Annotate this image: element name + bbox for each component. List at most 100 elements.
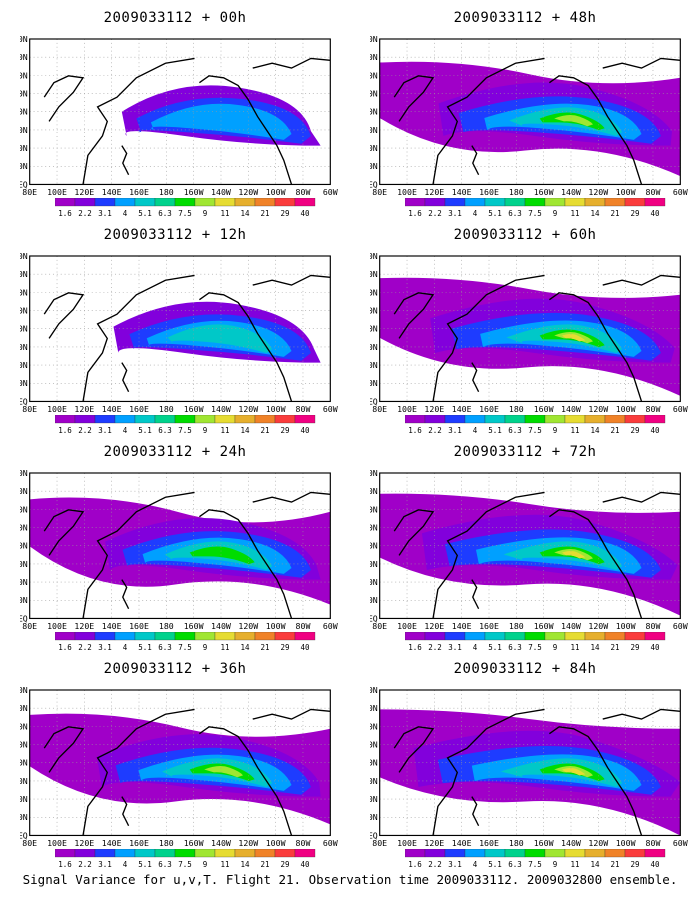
lat-tick-label: 60N (20, 504, 28, 514)
colorbar-swatch (154, 849, 176, 858)
lon-tick-label: 80E (22, 838, 37, 848)
colorbar-label: 14 (590, 860, 600, 869)
colorbar-label: 3.1 (448, 860, 462, 869)
lat-tick-label: EQ (20, 830, 28, 840)
lon-tick-label: 180 (509, 621, 524, 631)
lon-tick-label: 100E (397, 621, 417, 631)
colorbar-swatch (504, 632, 526, 641)
lon-tick-label: 140E (102, 187, 122, 197)
lon-tick-label: 140E (102, 838, 122, 848)
panel-title: 2009033112 + 36h (103, 661, 247, 677)
lon-tick-label: 100W (266, 838, 286, 848)
lon-tick-label: 140W (211, 838, 231, 848)
colorbar-swatch (94, 415, 116, 424)
colorbar-label: 9 (203, 426, 208, 435)
lon-tick-label: 160E (129, 187, 149, 197)
panel-title: 2009033112 + 84h (453, 661, 597, 677)
colorbar-swatch (564, 415, 586, 424)
colorbar-swatch (524, 632, 546, 641)
colorbar-label: 2.2 (428, 643, 442, 652)
lat-tick-label: 20N (370, 143, 378, 153)
colorbar-label: 40 (300, 860, 310, 869)
lon-tick-label: 80E (22, 621, 37, 631)
lat-tick-label: 20N (20, 577, 28, 587)
colorbar-swatch (584, 849, 606, 858)
lon-tick-label: 100E (47, 838, 67, 848)
panel-title: 2009033112 + 72h (453, 444, 597, 460)
lon-tick-label: 160E (129, 621, 149, 631)
lat-tick-label: 60N (370, 70, 378, 80)
colorbar: 1.6 2.2 3.1 4 5.1 6.3 7.5 9 11 14 21 29 40 (55, 632, 316, 652)
colorbar: 1.6 2.2 3.1 4 5.1 6.3 7.5 9 11 14 21 29 40 (55, 198, 316, 218)
lon-tick-label: 100E (397, 838, 417, 848)
lon-tick-label: 120W (588, 187, 608, 197)
coastline (432, 57, 545, 185)
colorbar-label: 11 (570, 426, 579, 435)
lon-tick-label: 180 (159, 187, 174, 197)
lon-tick-label: 120E (74, 404, 94, 414)
colorbar-label: 29 (630, 643, 639, 652)
coastline (252, 491, 331, 503)
coastline (393, 292, 435, 339)
lat-tick-label: EQ (20, 396, 28, 406)
colorbar-label: 14 (240, 209, 250, 218)
coastline (602, 274, 681, 286)
colorbar-label: 3.1 (98, 643, 112, 652)
colorbar-label: 1.6 (58, 426, 72, 435)
lon-tick-label: 120E (424, 621, 444, 631)
variance-map: 80E 100E 120E 140E 160E 180 160W 140W 120W 100W 80… (370, 34, 688, 197)
colorbar-swatch (174, 415, 196, 424)
lat-tick-label: 80N (370, 251, 378, 261)
variance-contour (554, 115, 594, 127)
colorbar-swatch (194, 415, 216, 424)
variance-map: 80E 100E 120E 140E 160E 180 160W 140W 120W 100W 80… (370, 251, 688, 414)
coastline (602, 57, 681, 69)
lon-tick-label: 140E (102, 404, 122, 414)
colorbar-swatch (644, 198, 666, 207)
colorbar-swatch (214, 198, 236, 207)
colorbar-label: 29 (280, 643, 289, 652)
colorbar-label: 3.1 (98, 209, 112, 218)
lon-tick-label: 120E (424, 838, 444, 848)
lat-tick-label: 20N (370, 360, 378, 370)
colorbar-swatch (564, 849, 586, 858)
lat-tick-label: 80N (20, 251, 28, 261)
colorbar-label: 6.3 (158, 426, 172, 435)
colorbar-swatch (234, 415, 256, 424)
lat-tick-label: 80N (370, 685, 378, 695)
colorbar-label: 4 (473, 860, 478, 869)
colorbar-label: 14 (240, 426, 250, 435)
lat-tick-label: EQ (370, 613, 378, 623)
lat-tick-label: 10N (370, 378, 378, 388)
colorbar-label: 9 (203, 209, 208, 218)
colorbar-swatch (604, 632, 626, 641)
colorbar-label: 14 (590, 209, 600, 218)
lat-tick-label: 50N (20, 88, 28, 98)
colorbar-label: 21 (260, 860, 269, 869)
lon-tick-label: 160E (479, 187, 499, 197)
colorbar-label: 7.5 (178, 426, 192, 435)
panel-title: 2009033112 + 24h (103, 444, 247, 460)
colorbar-label: 7.5 (178, 643, 192, 652)
colorbar-swatch (584, 632, 606, 641)
lat-tick-label: 80N (370, 468, 378, 478)
colorbar-label: 11 (220, 643, 229, 652)
lon-tick-label: 160E (479, 404, 499, 414)
lon-tick-label: 100E (397, 187, 417, 197)
coastline (43, 509, 85, 556)
colorbar-swatch (444, 632, 466, 641)
colorbar-label: 6.3 (158, 209, 172, 218)
lat-tick-label: 60N (370, 721, 378, 731)
lon-tick-label: 120W (588, 621, 608, 631)
colorbar-label: 21 (610, 209, 619, 218)
lat-tick-label: 60N (20, 721, 28, 731)
colorbar-swatch (464, 415, 486, 424)
colorbar-label: 40 (650, 209, 660, 218)
lat-tick-label: 10N (20, 595, 28, 605)
lon-tick-label: 60W (323, 187, 338, 197)
lon-tick-label: 100W (266, 187, 286, 197)
lat-tick-label: 50N (370, 739, 378, 749)
colorbar-label: 3.1 (98, 426, 112, 435)
colorbar-swatch (74, 849, 96, 858)
lon-tick-label: 140E (452, 621, 472, 631)
